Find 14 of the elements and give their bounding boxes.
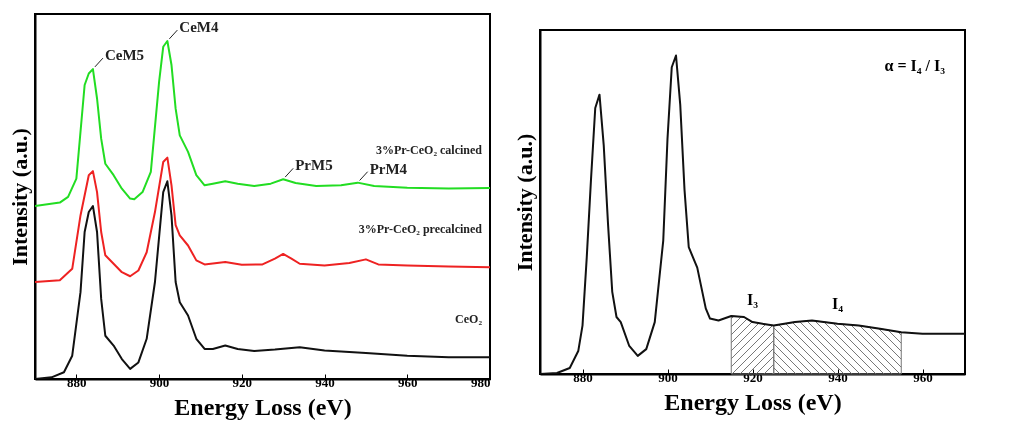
annotation: α = I₄ / I₃ <box>884 57 946 74</box>
x-axis-title: Energy Loss (eV) <box>664 388 842 415</box>
band-label: I₄ <box>831 295 844 313</box>
annotation: PrM4 <box>369 160 408 177</box>
annotation: CeM4 <box>179 19 220 36</box>
y-axis-title: Intensity (a.u.) <box>511 133 537 272</box>
band-label: I₃ <box>746 291 759 309</box>
text: 3%Pr-CeO₂ calcined <box>375 143 483 158</box>
text: CeO₂ <box>455 312 483 327</box>
annotation: PrM5 <box>295 157 333 174</box>
annotation: CeM5 <box>104 47 145 64</box>
text: 3%Pr-CeO₂ precalcined <box>358 222 483 237</box>
y-axis-title: Intensity (a.u.) <box>6 128 32 266</box>
x-axis-title: Energy Loss (eV) <box>174 393 352 420</box>
